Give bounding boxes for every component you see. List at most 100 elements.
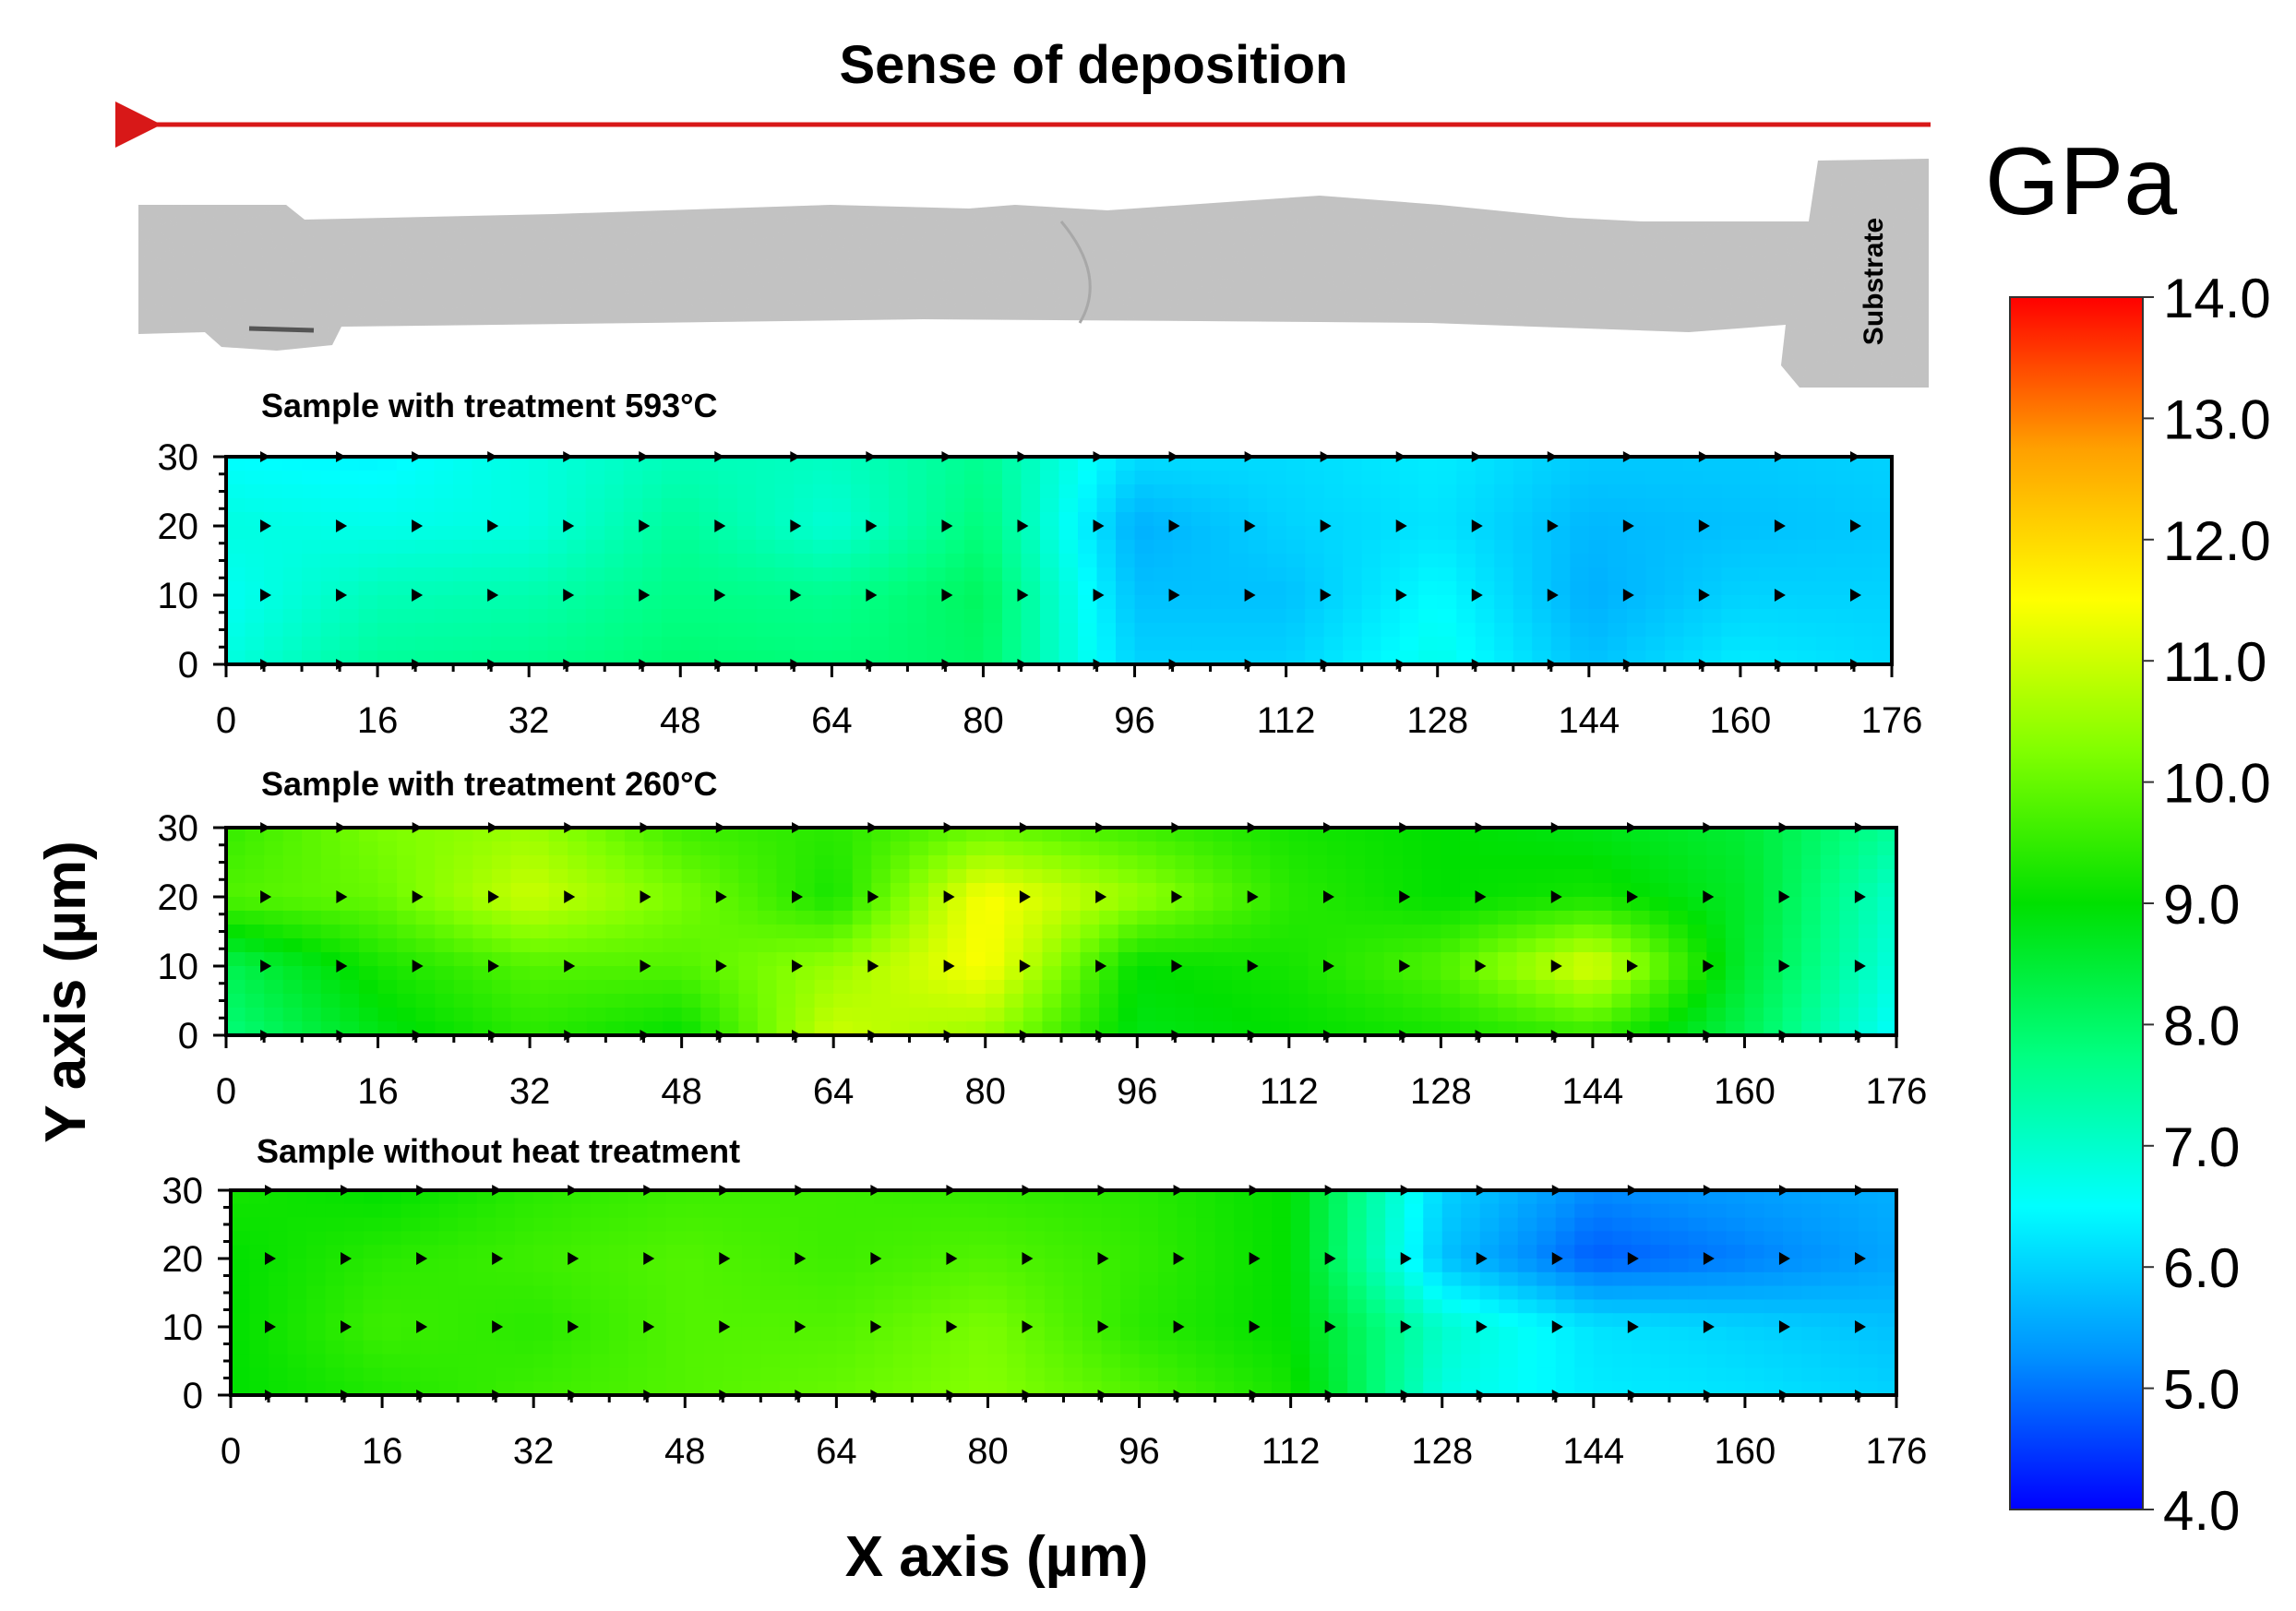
heatmap-cell [548,952,569,967]
heatmap-cell [760,1285,781,1301]
heatmap-cell [264,952,284,967]
heatmap-cell [1365,994,1385,1008]
heatmap-cell [1744,855,1764,870]
heatmap-cell [855,1245,876,1259]
colorbar: GPa 14.013.012.011.010.09.08.07.06.05.04… [1985,128,2271,1542]
heatmap-cell [760,1203,781,1219]
heatmap-cell [529,526,549,541]
heatmap-cell [476,1285,496,1301]
heatmap-cell [609,1340,629,1355]
heatmap-cell [1381,623,1401,638]
heatmap-cell [1286,471,1306,485]
indent-marker [568,1320,580,1333]
heatmap-cell [983,540,1003,555]
heatmap-cell [685,1299,705,1314]
heatmap-cell [1021,540,1041,555]
heatmap-cell [358,952,379,967]
indent-marker [870,1320,882,1333]
heatmap-cell [1853,512,1874,527]
heatmap-cell [1404,1190,1425,1205]
heatmap-cell [491,952,512,967]
heatmap-cell [377,581,398,596]
heatmap-cell [1479,1367,1501,1382]
heatmap-cell [1421,828,1442,842]
heatmap-cell [987,1271,1008,1287]
heatmap-cell [1158,1245,1178,1259]
heatmap-cell [779,1231,800,1246]
heatmap-cell [741,1354,762,1369]
heatmap-cell [928,828,949,842]
heatmap-cell [836,1285,856,1301]
heatmap-cell [1688,1203,1708,1219]
heatmap-cell [947,855,967,870]
heatmap-cell [1118,897,1139,912]
heatmap-cell [850,484,871,499]
heatmap-cell [1381,471,1401,485]
heatmap-cell [1006,1271,1027,1287]
heatmap-cell [700,855,721,870]
heatmap-cell [530,1008,550,1022]
heatmap-cell [1423,1313,1443,1328]
heatmap-cell [1441,1190,1463,1205]
heatmap-cell [1288,911,1309,925]
heatmap-cell [836,1217,856,1233]
heatmap-cell [358,883,379,898]
heatmap-cell [1858,1381,1879,1396]
heatmap-cell [453,1008,474,1022]
heatmap-cell [1853,567,1874,582]
heatmap-cell [1683,471,1704,485]
heatmap-cell [1858,1313,1879,1328]
heatmap-cell [699,471,720,485]
heatmap-cell [1385,1354,1405,1369]
heatmap-cell [1006,1340,1027,1355]
heatmap-cell [1288,966,1309,981]
heatmap-cell [928,911,949,925]
heatmap-cell [605,938,626,953]
heatmap-cell [907,595,927,610]
indent-marker [1171,960,1183,973]
heatmap-cell [874,1327,894,1342]
heatmap-cell [1383,911,1405,925]
heatmap-cell [264,484,284,499]
heatmap-cell [1381,650,1401,665]
heatmap-cell [1877,1381,1897,1396]
indent-marker [795,1320,807,1333]
heatmap-cell [282,828,304,842]
heatmap-cell [1839,1021,1860,1036]
heatmap-cell [774,498,795,513]
heatmap-cell [269,1245,289,1259]
heatmap-cell [472,869,493,884]
heatmap-cell [1042,841,1062,856]
heatmap-cell [1498,1008,1518,1022]
heatmap-cell [1764,952,1784,967]
x-tick-label: 64 [813,1071,855,1112]
heatmap-cell [812,595,833,610]
heatmap-cell [269,1313,289,1328]
heatmap-cell [552,1367,573,1382]
heatmap-cell [1764,966,1784,981]
heatmap-cell [1252,1313,1273,1328]
colorbar-gradient [2009,296,2144,1510]
heatmap-cell [1158,1313,1178,1328]
indent-marker [1249,1320,1261,1333]
heatmap-cell [1252,1381,1273,1396]
heatmap-cell [1286,484,1306,499]
heatmap-cell [548,994,569,1008]
heatmap-cell [1570,526,1590,541]
heatmap-cell [458,1354,478,1369]
heatmap-cell [1137,869,1157,884]
heatmap-cell [396,650,416,665]
heatmap-cell [1475,554,1496,568]
x-tick-label: 80 [964,1071,1006,1112]
heatmap-cell [756,540,776,555]
heatmap-cell [1475,540,1496,555]
heatmap-cell [1044,1231,1065,1246]
heatmap-cell [1820,1381,1841,1396]
heatmap-cell [1532,623,1552,638]
heatmap-cell [1137,952,1157,967]
heatmap-cell [1456,623,1477,638]
heatmap-cell [1196,1231,1216,1246]
panel-title: Sample with treatment 260°C [261,765,718,803]
heatmap-cell [1687,855,1708,870]
